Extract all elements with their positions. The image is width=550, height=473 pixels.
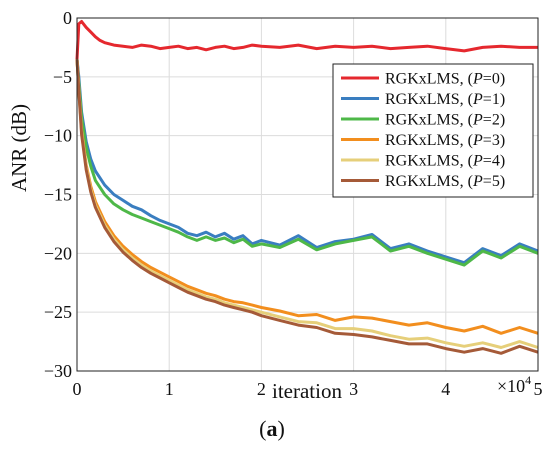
x-tick-label: 0 (73, 379, 82, 399)
x-tick-label: 2 (257, 379, 266, 399)
legend-box (332, 63, 534, 198)
legend-label: RGKxLMS, (P=5) (385, 173, 505, 190)
legend-label: RGKxLMS, (P=4) (385, 153, 505, 170)
legend-label: RGKxLMS, (P=2) (385, 112, 505, 129)
x-tick-label: 1 (165, 379, 174, 399)
tick-labels: 0 1 2 3 4 50−5−10−15−20−25−30 (44, 8, 543, 399)
series-line-p3 (75, 59, 539, 335)
series-line-p0 (75, 20, 538, 60)
x-tick-label: 5 (534, 379, 543, 399)
legend-label: RGKxLMS, (P=0) (385, 71, 505, 88)
x-multiplier-exponent: 4 (525, 373, 531, 387)
y-tick-label: −20 (44, 243, 72, 263)
legend: RGKxLMS, (P=0) RGKxLMS, (P=1) RGKxLMS, (P=… (332, 63, 534, 198)
figure-caption: (a) (259, 416, 285, 441)
x-axis-multiplier: ×104 (497, 373, 531, 396)
y-tick-label: −25 (44, 302, 72, 322)
plot-frame (76, 17, 539, 372)
series-line-p5 (75, 59, 539, 355)
x-axis-label: iteration (272, 379, 342, 403)
y-tick-label: −10 (44, 126, 72, 146)
series-line-p1 (75, 59, 539, 265)
series-line-p2 (75, 59, 539, 267)
caption-letter: a (267, 416, 278, 441)
x-tick-label: 4 (441, 379, 450, 399)
y-tick-label: −15 (44, 185, 72, 205)
y-tick-label: −5 (53, 67, 72, 87)
y-tick-label: −30 (44, 361, 72, 381)
y-axis-label: ANR (dB) (7, 104, 31, 192)
x-multiplier-base: ×10 (497, 376, 525, 396)
x-tick-label: 3 (349, 379, 358, 399)
y-tick-label: 0 (63, 8, 72, 28)
legend-label: RGKxLMS, (P=3) (385, 132, 505, 149)
series-lines (75, 20, 539, 355)
legend-label: RGKxLMS, (P=1) (385, 91, 505, 108)
